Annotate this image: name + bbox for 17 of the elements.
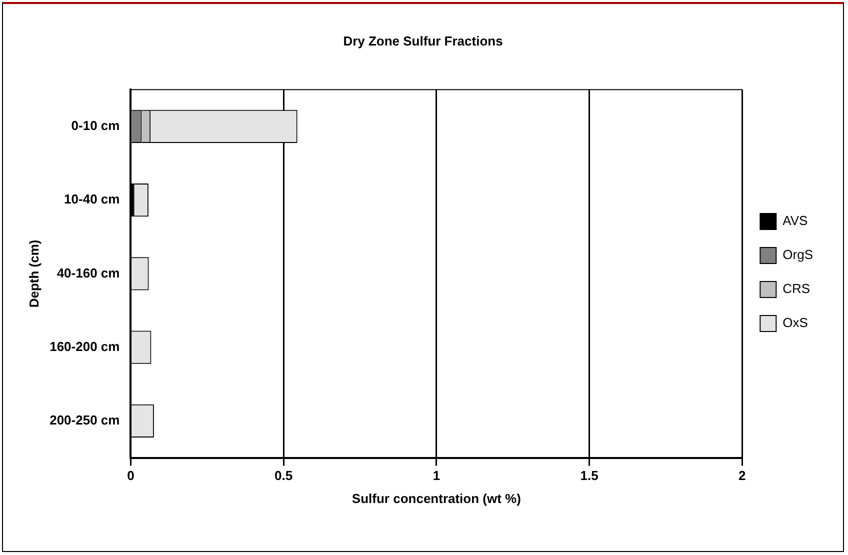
y-axis-title: Depth (cm) <box>26 240 42 308</box>
x-tick-label: 2 <box>738 468 746 484</box>
y-tick-label: 40-160 cm <box>56 265 120 280</box>
y-tick-label: 200-250 cm <box>50 412 120 428</box>
x-tick-label: 0.5 <box>274 468 293 484</box>
y-tick-label: 0-10 cm <box>71 118 120 133</box>
x-tick-label: 1.5 <box>580 468 598 484</box>
legend-label: OxS <box>782 315 808 330</box>
x-axis-title: Sulfur concentration (wt %) <box>352 490 521 506</box>
y-tick-label: 10-40 cm <box>64 192 120 207</box>
legend-label: AVS <box>782 213 808 228</box>
chart-title: Dry Zone Sulfur Fractions <box>343 33 503 48</box>
x-tick-label: 1 <box>432 468 440 484</box>
y-tick-label: 160-200 cm <box>50 338 120 354</box>
legend-label: CRS <box>782 281 810 296</box>
legend-label: OrgS <box>782 247 814 262</box>
x-tick-label: 0 <box>127 468 134 484</box>
